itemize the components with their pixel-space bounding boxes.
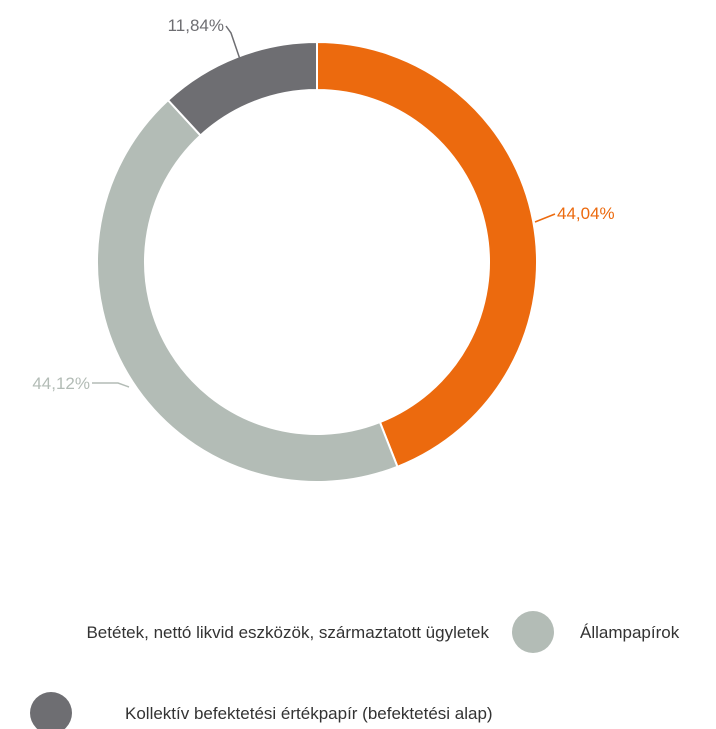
leader-lines xyxy=(92,25,556,388)
legend-label-2[interactable]: Kollektív befektetési értékpapír (befekt… xyxy=(125,704,493,723)
legend: Betétek, nettó likvid eszközök, származt… xyxy=(30,611,680,729)
leader-line-1 xyxy=(92,382,130,388)
slice-label-2: 11,84% xyxy=(168,16,224,35)
donut-slice-0[interactable] xyxy=(316,40,538,469)
slice-labels: 44,04% 44,12% 11,84% xyxy=(32,16,614,393)
legend-label-1[interactable]: Állampapírok xyxy=(580,623,680,642)
donut-slices xyxy=(96,40,538,483)
legend-label-0[interactable]: Betétek, nettó likvid eszközök, származt… xyxy=(86,623,489,642)
donut-slice-2[interactable] xyxy=(166,40,318,137)
leader-line-0 xyxy=(534,213,556,223)
donut-slice-1[interactable] xyxy=(96,98,399,483)
slice-label-1: 44,12% xyxy=(32,374,90,393)
legend-swatch-2[interactable] xyxy=(30,692,72,729)
legend-swatch-1[interactable] xyxy=(512,611,554,653)
leader-line-2 xyxy=(225,25,245,72)
slice-label-0: 44,04% xyxy=(557,204,615,223)
